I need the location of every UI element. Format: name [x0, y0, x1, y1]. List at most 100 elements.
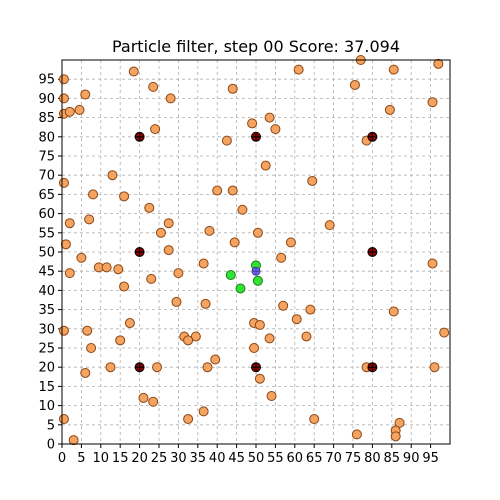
particle-point [388, 64, 399, 75]
particle-point [227, 83, 238, 94]
axis-ticks: 0 5 10 15 20 25 30 35 40 45 50 55 60 65 70 75 80 85 90 9505… [38, 73, 438, 466]
y-tick-label: 80 [38, 130, 55, 145]
particle-point [210, 354, 221, 365]
y-tick-label: 5 [47, 418, 55, 433]
particle-point [183, 335, 194, 346]
particle-point [119, 191, 130, 202]
particle-point [119, 281, 130, 292]
particle-point [252, 227, 263, 238]
particle-point [429, 362, 440, 373]
particle-point [60, 239, 71, 250]
best-particle-point [235, 283, 246, 294]
x-tick-label: 15 [112, 451, 129, 466]
particle-point [427, 258, 438, 269]
particle-point [68, 435, 79, 446]
particle-point [260, 160, 271, 171]
particle-point [115, 335, 126, 346]
landmark-marker [134, 362, 145, 373]
particle-point [58, 177, 69, 188]
landmark-marker [367, 247, 378, 257]
y-tick-label: 55 [38, 226, 55, 241]
particle-point [204, 225, 215, 236]
y-tick-label: 25 [38, 342, 55, 357]
particle-point [84, 214, 95, 225]
particle-point [144, 202, 155, 213]
particle-point [278, 300, 289, 311]
best-particle-point [252, 275, 263, 286]
best-particle-point [225, 270, 236, 281]
x-tick-label: 40 [209, 451, 226, 466]
y-tick-label: 65 [38, 188, 55, 203]
particle-point [82, 325, 93, 336]
particle-point [433, 58, 444, 69]
particle-point [249, 343, 260, 353]
particle-point [105, 362, 116, 373]
particle-point [285, 237, 296, 248]
particle-point [198, 406, 209, 417]
particle-point [198, 258, 209, 269]
y-tick-label: 10 [38, 399, 55, 414]
particle-point [212, 185, 223, 196]
y-tick-label: 15 [38, 380, 55, 395]
x-tick-label: 0 [58, 451, 66, 466]
particle-point [74, 104, 85, 115]
landmark-marker [251, 362, 261, 373]
x-tick-label: 55 [267, 451, 284, 466]
particle-point [439, 327, 450, 338]
particle-point [128, 66, 139, 77]
data-points [58, 55, 450, 446]
particle-point [58, 74, 69, 85]
particle-point [394, 417, 405, 428]
landmark-marker [251, 131, 261, 142]
particle-point [148, 396, 159, 407]
landmark-marker [367, 362, 378, 373]
particle-point [307, 175, 318, 186]
particle-point [165, 93, 176, 104]
particle-point [171, 296, 182, 307]
particle-point [270, 124, 281, 135]
particle-point [150, 124, 161, 135]
particle-point [266, 391, 277, 401]
chart-title: Particle filter, step 00 Score: 37.094 [112, 37, 400, 56]
x-tick-label: 10 [93, 451, 110, 466]
x-tick-label: 65 [306, 451, 323, 466]
x-tick-label: 75 [345, 451, 362, 466]
x-tick-label: 20 [131, 451, 148, 466]
x-tick-label: 25 [151, 451, 168, 466]
particle-point [227, 185, 238, 196]
particle-point [202, 362, 213, 373]
x-tick-label: 80 [364, 451, 381, 466]
x-tick-label: 50 [248, 451, 265, 466]
y-tick-label: 85 [38, 111, 55, 126]
y-tick-label: 60 [38, 207, 55, 222]
particle-point [58, 414, 69, 425]
landmark-marker [134, 247, 145, 257]
particle-point [173, 268, 184, 279]
x-tick-label: 60 [287, 451, 304, 466]
particle-point [64, 106, 75, 117]
particle-point [200, 298, 211, 309]
plot-frame [61, 59, 451, 445]
landmark-marker [367, 131, 378, 142]
particle-point [58, 325, 69, 336]
particle-point [254, 319, 265, 330]
particle-point [148, 81, 159, 92]
particle-point [293, 64, 304, 75]
y-tick-label: 40 [38, 284, 55, 299]
particle-point [384, 104, 395, 115]
particle-point [163, 245, 174, 256]
particle-point [276, 252, 287, 263]
x-tick-label: 85 [384, 451, 401, 466]
y-tick-label: 75 [38, 150, 55, 165]
y-tick-label: 30 [38, 322, 55, 337]
x-tick-label: 70 [325, 451, 342, 466]
particle-point [221, 135, 232, 146]
particle-point [237, 204, 248, 215]
particle-point [152, 362, 163, 373]
x-tick-label: 90 [403, 451, 420, 466]
particle-point [183, 414, 194, 425]
y-tick-label: 35 [38, 303, 55, 318]
particle-point [309, 414, 320, 425]
y-tick-label: 50 [38, 246, 55, 261]
particle-point [80, 367, 91, 378]
